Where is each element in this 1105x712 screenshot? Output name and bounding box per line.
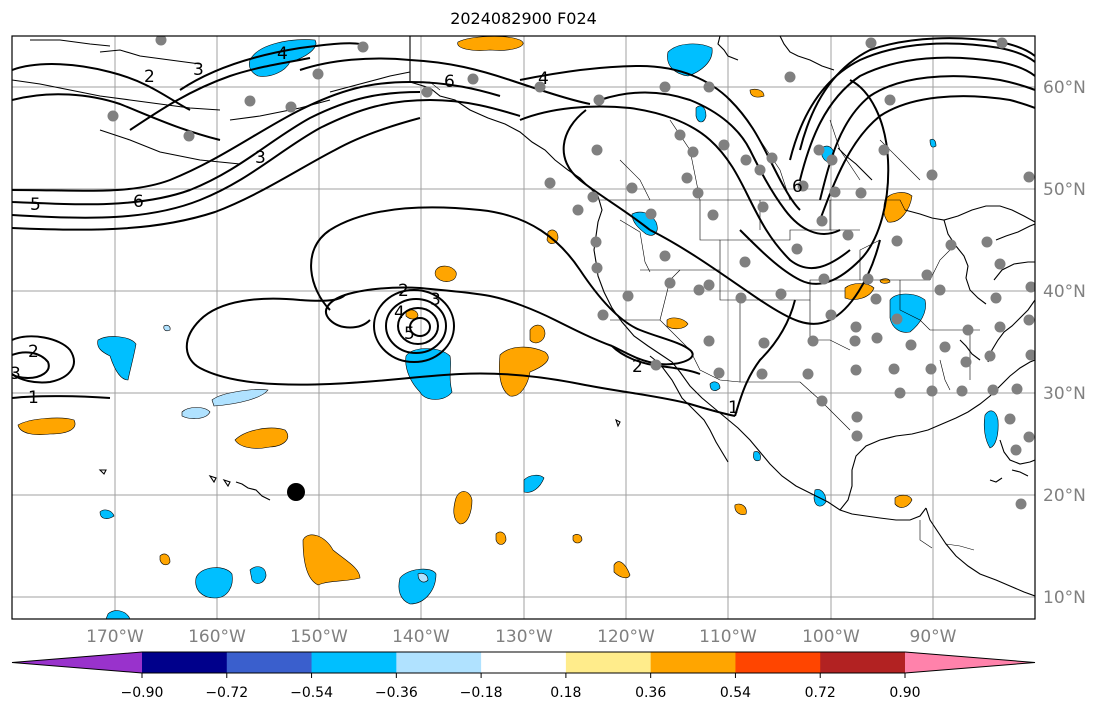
contour-label: 3	[193, 60, 204, 80]
latitude-label: 30°N	[1043, 384, 1086, 404]
contour-label: 3	[430, 290, 441, 310]
contour-label: 1	[28, 388, 39, 408]
contour-label: 3	[10, 364, 21, 384]
colorbar-tick-label: −0.18	[460, 685, 503, 701]
contour-label: 5	[404, 324, 415, 344]
latitude-axis: 60°N 50°N 40°N 30°N 20°N 10°N	[1043, 78, 1086, 608]
contour-label: 4	[277, 44, 288, 64]
contour-label: 6	[133, 192, 144, 212]
longitude-label: 150°W	[290, 627, 348, 647]
colorbar-tick-label: −0.36	[375, 685, 418, 701]
latitude-label: 10°N	[1043, 588, 1086, 608]
contour-label: 2	[398, 281, 409, 301]
colorbar-tick-label: −0.54	[290, 685, 333, 701]
longitude-axis: 170°W 160°W 150°W 140°W 130°W 120°W 110°…	[86, 627, 957, 647]
colorbar-min-extend	[12, 652, 142, 673]
colorbar-tick-label: 0.54	[720, 685, 751, 701]
colorbar-tick-label: −0.72	[205, 685, 248, 701]
graticule	[12, 36, 1035, 619]
colorbar-tick-label: 0.72	[805, 685, 836, 701]
latitude-label: 60°N	[1043, 78, 1086, 98]
positive-anomaly-patches	[17, 36, 913, 586]
colorbar-segment	[650, 652, 736, 673]
longitude-label: 120°W	[597, 627, 655, 647]
longitude-label: 90°W	[910, 627, 957, 647]
colorbar-tick-label: −0.90	[121, 685, 164, 701]
contour-label-group: 4 6 4 3 2 3 5 6 6 2 3 4 5 2 3 1 2 1	[10, 44, 803, 418]
colorbar: −0.90 −0.72 −0.54 −0.36 −0.18 0.18 0.36 0.54 0.7…	[11, 651, 1036, 701]
colorbar-segment	[565, 652, 652, 673]
contour-label: 3	[255, 148, 266, 168]
longitude-label: 160°W	[188, 627, 246, 647]
chart-title: 2024082900 F024	[450, 9, 597, 28]
contour-label: 1	[728, 398, 739, 418]
contour-label: 5	[30, 195, 41, 215]
contour-label: 4	[394, 303, 405, 323]
longitude-label: 170°W	[86, 627, 144, 647]
latitude-label: 50°N	[1043, 180, 1086, 200]
negative-anomaly-patches	[97, 39, 999, 619]
colorbar-segment	[142, 652, 228, 673]
map-frame	[11, 35, 1036, 620]
highlighted-station-marker	[287, 483, 305, 501]
colorbar-tick-label: 0.18	[550, 685, 581, 701]
contour-label: 4	[538, 69, 549, 89]
colorbar-tick-label: 0.90	[889, 685, 920, 701]
coastlines	[12, 36, 1035, 597]
light-negative-patches	[163, 324, 429, 583]
longitude-label: 110°W	[699, 627, 757, 647]
longitude-label: 130°W	[495, 627, 553, 647]
colorbar-tick-label: 0.36	[635, 685, 666, 701]
colorbar-segment	[311, 652, 397, 673]
colorbar-segment	[396, 652, 482, 673]
contour-label: 2	[632, 357, 643, 377]
colorbar-segment	[226, 652, 313, 673]
colorbar-max-extend	[905, 652, 1035, 673]
contour-label: 2	[144, 67, 155, 87]
latitude-label: 40°N	[1043, 282, 1086, 302]
colorbar-segment	[481, 652, 567, 673]
latitude-label: 20°N	[1043, 486, 1086, 506]
contour-label: 6	[444, 72, 455, 92]
colorbar-segment	[735, 652, 821, 673]
contour-label: 6	[792, 177, 803, 197]
longitude-label: 140°W	[392, 627, 450, 647]
station-markers	[107, 36, 1035, 510]
contour-label: 2	[28, 342, 39, 362]
contour-lines	[12, 37, 1035, 417]
colorbar-segment	[820, 652, 906, 673]
longitude-label: 100°W	[802, 627, 860, 647]
